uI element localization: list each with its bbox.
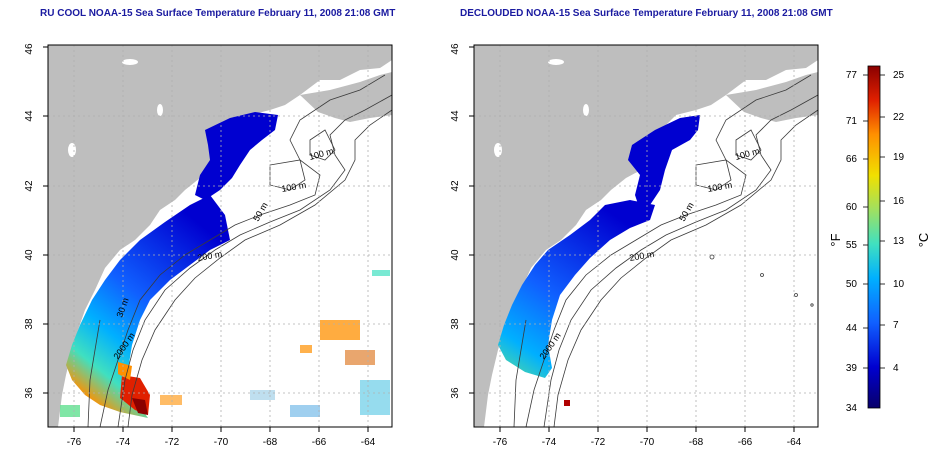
svg-text:-76: -76 (493, 437, 508, 448)
svg-text:-68: -68 (689, 437, 704, 448)
sst-swath-shelf (498, 200, 655, 378)
sst-swath-shelf (66, 195, 230, 418)
colorbar-c-ticks: 25 22 19 16 13 10 7 4 (893, 70, 905, 374)
grid-lines (474, 45, 818, 427)
svg-text:-70: -70 (640, 437, 655, 448)
svg-text:40: 40 (24, 249, 35, 261)
temperature-colorbar: 77 71 66 60 55 50 44 39 34 25 22 19 16 1… (828, 65, 931, 414)
y-axis-labels: 36 38 40 42 44 46 (24, 43, 35, 399)
svg-text:-70: -70 (214, 437, 229, 448)
svg-text:44: 44 (450, 110, 461, 122)
land-area (474, 45, 818, 427)
x-axis-labels: -76 -74 -72 -70 -68 -66 -64 (493, 437, 802, 448)
svg-text:-76: -76 (67, 437, 82, 448)
map-panel-left: 100 m 100 m 50 m 200 m 30 m 2000 m -76 -… (24, 43, 393, 448)
svg-text:36: 36 (450, 387, 461, 399)
svg-text:13: 13 (893, 236, 905, 247)
svg-text:7: 7 (893, 320, 899, 331)
svg-text:40: 40 (450, 249, 461, 261)
svg-text:-72: -72 (591, 437, 606, 448)
svg-text:-68: -68 (263, 437, 278, 448)
map-panel-right: 100 m 100 m 50 m 200 m 2000 m -76 -74 -7… (450, 43, 819, 448)
colorbar-tickmarks (863, 74, 885, 369)
sst-warm-patch (132, 398, 148, 415)
svg-text:42: 42 (24, 180, 35, 192)
svg-text:60: 60 (846, 202, 858, 213)
svg-text:39: 39 (846, 363, 858, 374)
svg-text:-66: -66 (738, 437, 753, 448)
sst-offshore-scatter (60, 270, 390, 417)
lake (122, 59, 138, 65)
lake (68, 143, 76, 157)
lake (583, 104, 589, 116)
land-area (48, 45, 392, 427)
svg-text:200 m: 200 m (197, 249, 223, 263)
svg-text:16: 16 (893, 196, 905, 207)
svg-text:36: 36 (24, 387, 35, 399)
panel-title-left: RU COOL NOAA-15 Sea Surface Temperature … (40, 8, 396, 19)
svg-text:100 m: 100 m (281, 180, 307, 194)
plot-frame (47, 44, 393, 428)
lake (157, 104, 163, 116)
plot-frame (473, 44, 819, 428)
svg-text:71: 71 (846, 116, 858, 127)
axis-ticks (469, 46, 795, 432)
sst-swath-gulf-of-maine (195, 112, 278, 200)
svg-text:-74: -74 (542, 437, 557, 448)
sst-warm-patch (564, 400, 570, 406)
svg-text:66: 66 (846, 154, 858, 165)
svg-text:55: 55 (846, 240, 858, 251)
svg-text:22: 22 (893, 112, 905, 123)
panel-title-right: DECLOUDED NOAA-15 Sea Surface Temperatur… (460, 8, 833, 19)
svg-text:44: 44 (846, 323, 858, 334)
svg-text:10: 10 (893, 279, 905, 290)
svg-text:46: 46 (450, 43, 461, 55)
colorbar-f-ticks: 77 71 66 60 55 50 44 39 34 (846, 70, 858, 414)
svg-text:46: 46 (24, 43, 35, 55)
fahrenheit-label: °F (828, 233, 843, 246)
svg-text:50: 50 (846, 279, 858, 290)
svg-text:34: 34 (846, 403, 858, 414)
svg-text:77: 77 (846, 70, 858, 81)
svg-text:25: 25 (893, 70, 905, 81)
svg-text:42: 42 (450, 180, 461, 192)
celsius-label: °C (916, 233, 931, 248)
svg-text:-72: -72 (165, 437, 180, 448)
axis-ticks (43, 46, 369, 432)
y-axis-labels: 36 38 40 42 44 46 (450, 43, 461, 399)
svg-text:44: 44 (24, 110, 35, 122)
bathymetry-contours (513, 74, 819, 428)
x-axis-labels: -76 -74 -72 -70 -68 -66 -64 (67, 437, 376, 448)
svg-text:-66: -66 (312, 437, 327, 448)
svg-text:4: 4 (893, 363, 899, 374)
svg-text:19: 19 (893, 152, 905, 163)
lake (548, 59, 564, 65)
colorbar-gradient (867, 65, 881, 409)
svg-text:-74: -74 (116, 437, 131, 448)
svg-text:38: 38 (450, 318, 461, 330)
svg-text:38: 38 (24, 318, 35, 330)
svg-text:100 m: 100 m (707, 180, 733, 194)
lake (494, 143, 502, 157)
svg-text:-64: -64 (787, 437, 802, 448)
grid-lines (48, 45, 392, 427)
svg-text:-64: -64 (361, 437, 376, 448)
svg-text:200 m: 200 m (629, 249, 655, 263)
